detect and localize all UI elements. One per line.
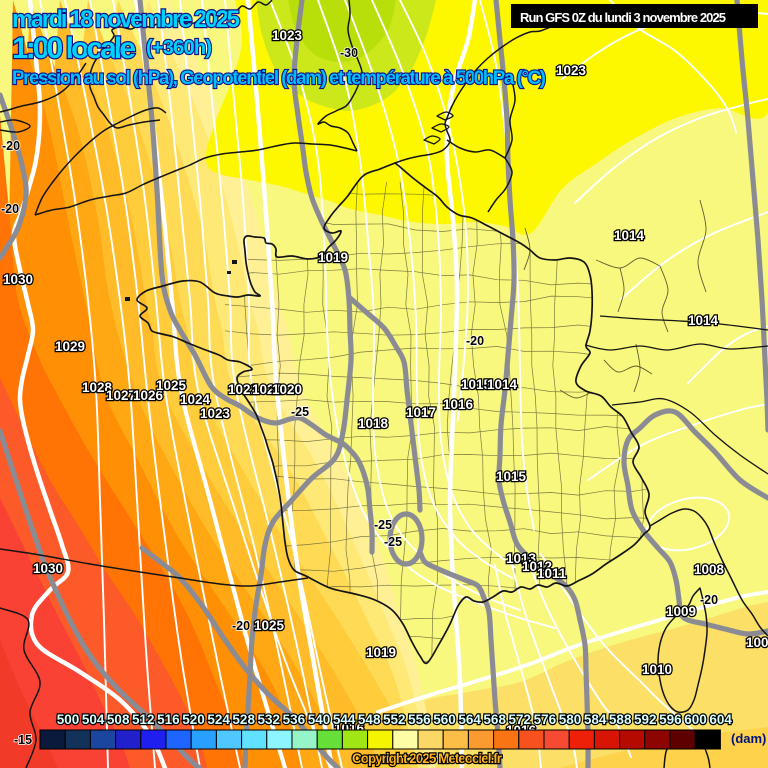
svg-text:512: 512 (132, 712, 155, 727)
svg-text:-20: -20 (1, 202, 19, 216)
svg-text:1021: 1021 (252, 382, 283, 397)
svg-text:524: 524 (207, 712, 230, 727)
svg-text:1023: 1023 (272, 28, 303, 43)
svg-text:604: 604 (709, 712, 732, 727)
svg-text:1015: 1015 (461, 377, 492, 392)
svg-text:1025: 1025 (156, 378, 187, 393)
svg-text:(dam): (dam) (731, 731, 766, 746)
svg-text:Copyright 2025 Meteociel.fr: Copyright 2025 Meteociel.fr (352, 751, 503, 766)
svg-text:504: 504 (82, 712, 105, 727)
svg-text:-15: -15 (14, 733, 32, 747)
svg-text:520: 520 (182, 712, 205, 727)
svg-text:1011: 1011 (537, 566, 567, 581)
svg-text:1008: 1008 (694, 562, 725, 577)
svg-text:1014: 1014 (487, 377, 518, 392)
svg-text:mardi 18 novembre 2025: mardi 18 novembre 2025 (12, 6, 240, 33)
svg-text:1:00 locale: 1:00 locale (12, 32, 136, 65)
svg-text:572: 572 (509, 712, 532, 727)
svg-text:1027: 1027 (106, 388, 136, 403)
svg-text:1019: 1019 (366, 645, 396, 660)
svg-text:1020: 1020 (272, 382, 302, 397)
svg-text:(+360h): (+360h) (146, 37, 212, 59)
svg-text:528: 528 (232, 712, 255, 727)
svg-text:536: 536 (283, 712, 306, 727)
svg-text:564: 564 (458, 712, 481, 727)
svg-text:568: 568 (483, 712, 506, 727)
svg-text:1019: 1019 (318, 250, 348, 265)
svg-text:596: 596 (659, 712, 682, 727)
svg-text:500: 500 (57, 712, 80, 727)
svg-text:-25: -25 (384, 535, 402, 549)
svg-text:1026: 1026 (133, 388, 164, 403)
svg-text:1030: 1030 (3, 272, 33, 287)
svg-text:1029: 1029 (55, 339, 85, 354)
svg-text:1022: 1022 (228, 382, 258, 397)
svg-text:1015: 1015 (496, 469, 527, 484)
svg-text:1012: 1012 (522, 559, 552, 574)
svg-text:1008: 1008 (746, 635, 768, 650)
svg-text:552: 552 (383, 712, 406, 727)
svg-text:1013: 1013 (506, 551, 537, 566)
svg-text:1017: 1017 (406, 405, 436, 420)
svg-text:Pression au sol (hPa), Geopote: Pression au sol (hPa), Geopotentiel (dam… (12, 68, 546, 89)
svg-text:560: 560 (433, 712, 456, 727)
svg-text:-20: -20 (2, 139, 20, 153)
svg-text:592: 592 (634, 712, 657, 727)
svg-text:588: 588 (609, 712, 632, 727)
svg-text:1024: 1024 (180, 392, 211, 407)
svg-text:540: 540 (308, 712, 331, 727)
svg-text:544: 544 (333, 712, 356, 727)
svg-text:1016: 1016 (443, 397, 474, 412)
svg-text:1018: 1018 (358, 416, 389, 431)
svg-text:532: 532 (258, 712, 281, 727)
svg-text:1025: 1025 (254, 618, 285, 633)
svg-text:1014: 1014 (614, 228, 645, 243)
svg-text:-20: -20 (700, 593, 718, 607)
svg-text:600: 600 (684, 712, 707, 727)
svg-text:-20: -20 (232, 619, 250, 633)
svg-text:1023: 1023 (556, 63, 587, 78)
svg-text:-25: -25 (291, 405, 309, 419)
svg-text:584: 584 (584, 712, 607, 727)
svg-text:580: 580 (559, 712, 582, 727)
svg-text:516: 516 (157, 712, 180, 727)
svg-text:1009: 1009 (666, 604, 696, 619)
svg-text:Run GFS 0Z du lundi 3 novembre: Run GFS 0Z du lundi 3 novembre 2025 (520, 10, 726, 25)
svg-text:-30: -30 (340, 46, 358, 60)
svg-text:1023: 1023 (200, 406, 231, 421)
svg-text:556: 556 (408, 712, 431, 727)
svg-text:548: 548 (358, 712, 381, 727)
svg-text:-20: -20 (466, 334, 484, 348)
svg-text:-25: -25 (374, 518, 392, 532)
svg-text:576: 576 (534, 712, 557, 727)
svg-text:1014: 1014 (688, 313, 719, 328)
svg-text:1030: 1030 (33, 561, 63, 576)
svg-text:1028: 1028 (82, 380, 113, 395)
svg-text:1010: 1010 (642, 662, 672, 677)
svg-text:508: 508 (107, 712, 130, 727)
